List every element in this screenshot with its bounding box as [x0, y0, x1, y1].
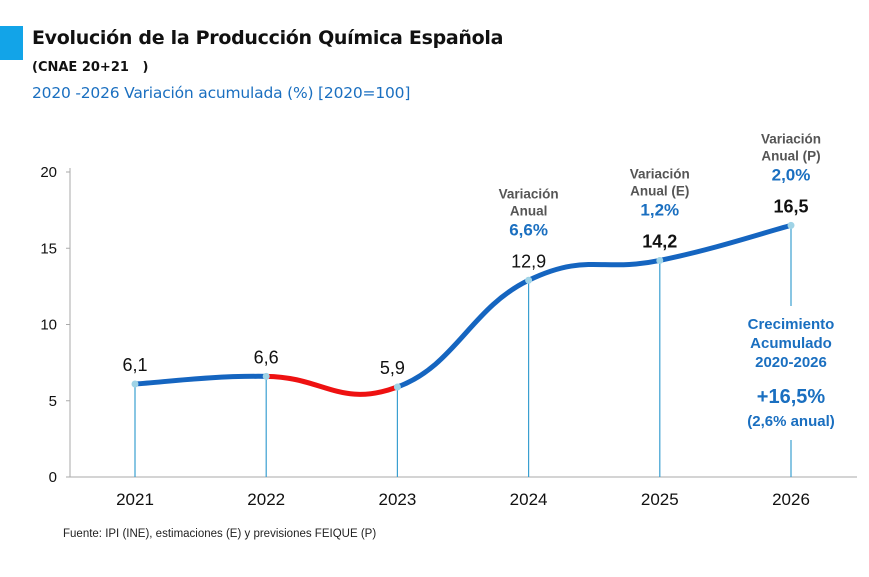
- y-tick-label: 15: [40, 240, 57, 257]
- annotation-label: Variación: [499, 186, 559, 201]
- source-note: Fuente: IPI (INE), estimaciones (E) y pr…: [63, 528, 377, 540]
- annotation-label: Variación: [761, 131, 821, 146]
- data-point: [787, 221, 795, 229]
- chart-subtitle-code: (CNAE 20+21 ): [32, 60, 149, 75]
- growth-label: Acumulado: [750, 335, 832, 352]
- growth-label: Crecimiento: [748, 316, 835, 333]
- data-label: 5,9: [380, 358, 405, 378]
- data-point: [656, 256, 664, 264]
- growth-value: +16,5%: [757, 386, 826, 408]
- x-tick-label: 2026: [772, 490, 810, 509]
- series-segment: [394, 277, 532, 390]
- data-label: 16,5: [773, 196, 808, 216]
- data-point: [131, 380, 139, 388]
- chart-title: Evolución de la Producción Química Españ…: [32, 27, 504, 49]
- y-tick-label: 0: [49, 469, 57, 486]
- drop-lines: [134, 225, 792, 477]
- series-segment-decline: [263, 373, 400, 397]
- chart-subtitle-range: 2020 -2026 Variación acumulada (%) [2020…: [32, 84, 411, 102]
- data-markers: [131, 221, 795, 391]
- annotation-label: Anual (P): [761, 148, 820, 163]
- annotations: Variación Anual 6,6% Variación Anual (E) 1,2%…: [499, 131, 835, 430]
- y-tick-label: 10: [40, 317, 57, 334]
- x-tick-label: 2022: [247, 490, 285, 509]
- series-segment: [657, 222, 794, 263]
- annotation-value: 2,0%: [772, 165, 811, 184]
- y-tick-label: 20: [40, 164, 57, 181]
- x-tick-label: 2023: [378, 490, 416, 509]
- data-point: [262, 372, 270, 380]
- annotation-label: Variación: [630, 166, 690, 181]
- annotation-label: Anual (E): [630, 183, 689, 198]
- axes: 0 5 10 15 20 2021 2022 2023 2024 2025 2026: [40, 164, 857, 509]
- annotation-value: 6,6%: [509, 220, 548, 239]
- data-label: 6,6: [254, 347, 279, 367]
- data-label: 12,9: [511, 251, 546, 271]
- growth-note: (2,6% anual): [747, 413, 835, 430]
- annotation-value: 1,2%: [640, 200, 679, 219]
- x-tick-label: 2021: [116, 490, 154, 509]
- series-segment: [526, 257, 663, 283]
- data-point: [393, 383, 401, 391]
- title-accent-square: [0, 26, 23, 60]
- data-label: 14,2: [642, 231, 677, 251]
- y-tick-label: 5: [49, 393, 57, 410]
- x-tick-label: 2025: [641, 490, 679, 509]
- x-tick-label: 2024: [510, 490, 548, 509]
- data-labels: 6,1 6,6 5,9 12,9 14,2 16,5: [122, 196, 808, 378]
- annotation-label: Anual: [510, 203, 548, 218]
- series-segment: [132, 373, 269, 387]
- growth-label: 2020-2026: [755, 354, 827, 371]
- series-line: [132, 222, 794, 397]
- data-label: 6,1: [122, 355, 147, 375]
- data-point: [525, 276, 533, 284]
